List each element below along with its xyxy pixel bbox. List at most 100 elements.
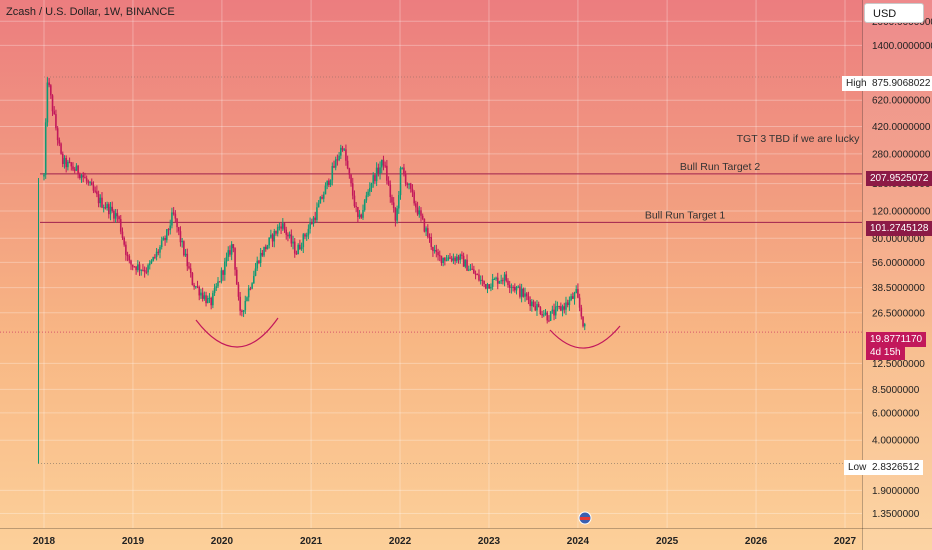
candle-body <box>102 207 105 209</box>
candle-body <box>166 229 168 241</box>
candle <box>166 229 168 243</box>
candle-body <box>234 248 236 270</box>
cup-curve-2020 <box>195 317 279 348</box>
candle <box>167 228 170 236</box>
candle-body <box>391 197 393 203</box>
price-tick-label: 12.5000000 <box>872 359 925 370</box>
candle <box>300 242 303 251</box>
candle <box>114 208 117 223</box>
candle <box>259 247 262 267</box>
candle-body <box>548 320 550 322</box>
candle <box>72 162 74 172</box>
candle-body <box>549 311 552 321</box>
candle <box>496 272 499 290</box>
candle <box>566 299 569 308</box>
candle <box>99 194 102 208</box>
candle-body <box>237 284 240 297</box>
candle-body <box>212 293 214 306</box>
candle <box>461 251 463 260</box>
candle <box>108 202 110 219</box>
candle-body <box>191 272 194 285</box>
candle <box>155 247 158 261</box>
candle <box>438 250 441 262</box>
candle-body <box>355 206 357 208</box>
candle-body <box>534 306 537 311</box>
currency-button[interactable]: USD <box>864 3 924 23</box>
candle-body <box>553 309 555 316</box>
candle <box>65 155 67 173</box>
candles <box>43 77 586 331</box>
candle <box>350 173 352 187</box>
candle-body <box>80 175 83 178</box>
candle-body <box>357 207 359 218</box>
candle <box>229 245 231 257</box>
candle-body <box>466 259 468 271</box>
candle <box>444 257 446 266</box>
candle-body <box>130 260 132 265</box>
candle <box>572 292 574 300</box>
candle <box>148 260 151 270</box>
candle-body <box>353 195 356 207</box>
candle <box>299 239 301 251</box>
symbol-title[interactable]: Zcash / U.S. Dollar, 1W, BINANCE <box>6 6 175 18</box>
candle-body <box>292 241 294 244</box>
candle-body <box>351 183 354 196</box>
candle-body <box>304 234 306 237</box>
price-tick-label: 80.0000000 <box>872 234 925 245</box>
candle-body <box>140 269 143 271</box>
candle <box>425 226 427 236</box>
candle-body <box>280 226 282 229</box>
candle-body <box>539 307 542 315</box>
candle-body <box>311 223 313 225</box>
low-label: Low <box>844 460 871 475</box>
candle <box>253 270 255 284</box>
candle-body <box>79 174 81 178</box>
candle-body <box>181 241 183 243</box>
candle <box>471 263 473 271</box>
candle-body <box>46 82 49 123</box>
candle-body <box>348 168 351 175</box>
candle-body <box>273 231 276 242</box>
candle-body <box>201 292 204 299</box>
candle-body <box>316 207 318 220</box>
candle <box>454 256 456 265</box>
candle <box>561 304 564 317</box>
candle-body <box>495 277 497 279</box>
candle <box>160 236 163 250</box>
candle <box>479 275 482 285</box>
candle-body <box>309 223 311 229</box>
candle-body <box>276 227 279 234</box>
candle <box>276 224 279 237</box>
candle-body <box>159 247 161 253</box>
candle-body <box>476 274 479 276</box>
candle <box>186 248 189 271</box>
candle <box>389 180 392 203</box>
candle-body <box>275 231 277 234</box>
candle <box>302 232 305 254</box>
candle <box>503 272 506 287</box>
candle-body <box>89 182 91 184</box>
candle-body <box>72 166 74 170</box>
candle <box>61 151 64 168</box>
candle-body <box>268 237 270 246</box>
candle <box>416 201 419 216</box>
candle-body <box>525 293 528 297</box>
candle-body <box>389 184 392 198</box>
candle <box>60 142 62 155</box>
candle <box>357 206 359 223</box>
candle-body <box>421 215 424 219</box>
candle-body <box>380 159 383 168</box>
candle <box>551 305 554 314</box>
candle <box>179 226 182 247</box>
candle <box>408 183 410 190</box>
candle <box>445 254 448 262</box>
candle <box>370 182 373 192</box>
candle <box>218 281 221 283</box>
candle <box>51 94 54 116</box>
candle <box>217 277 219 289</box>
candle <box>507 278 509 288</box>
candle <box>430 233 433 250</box>
candle-body <box>343 149 346 151</box>
